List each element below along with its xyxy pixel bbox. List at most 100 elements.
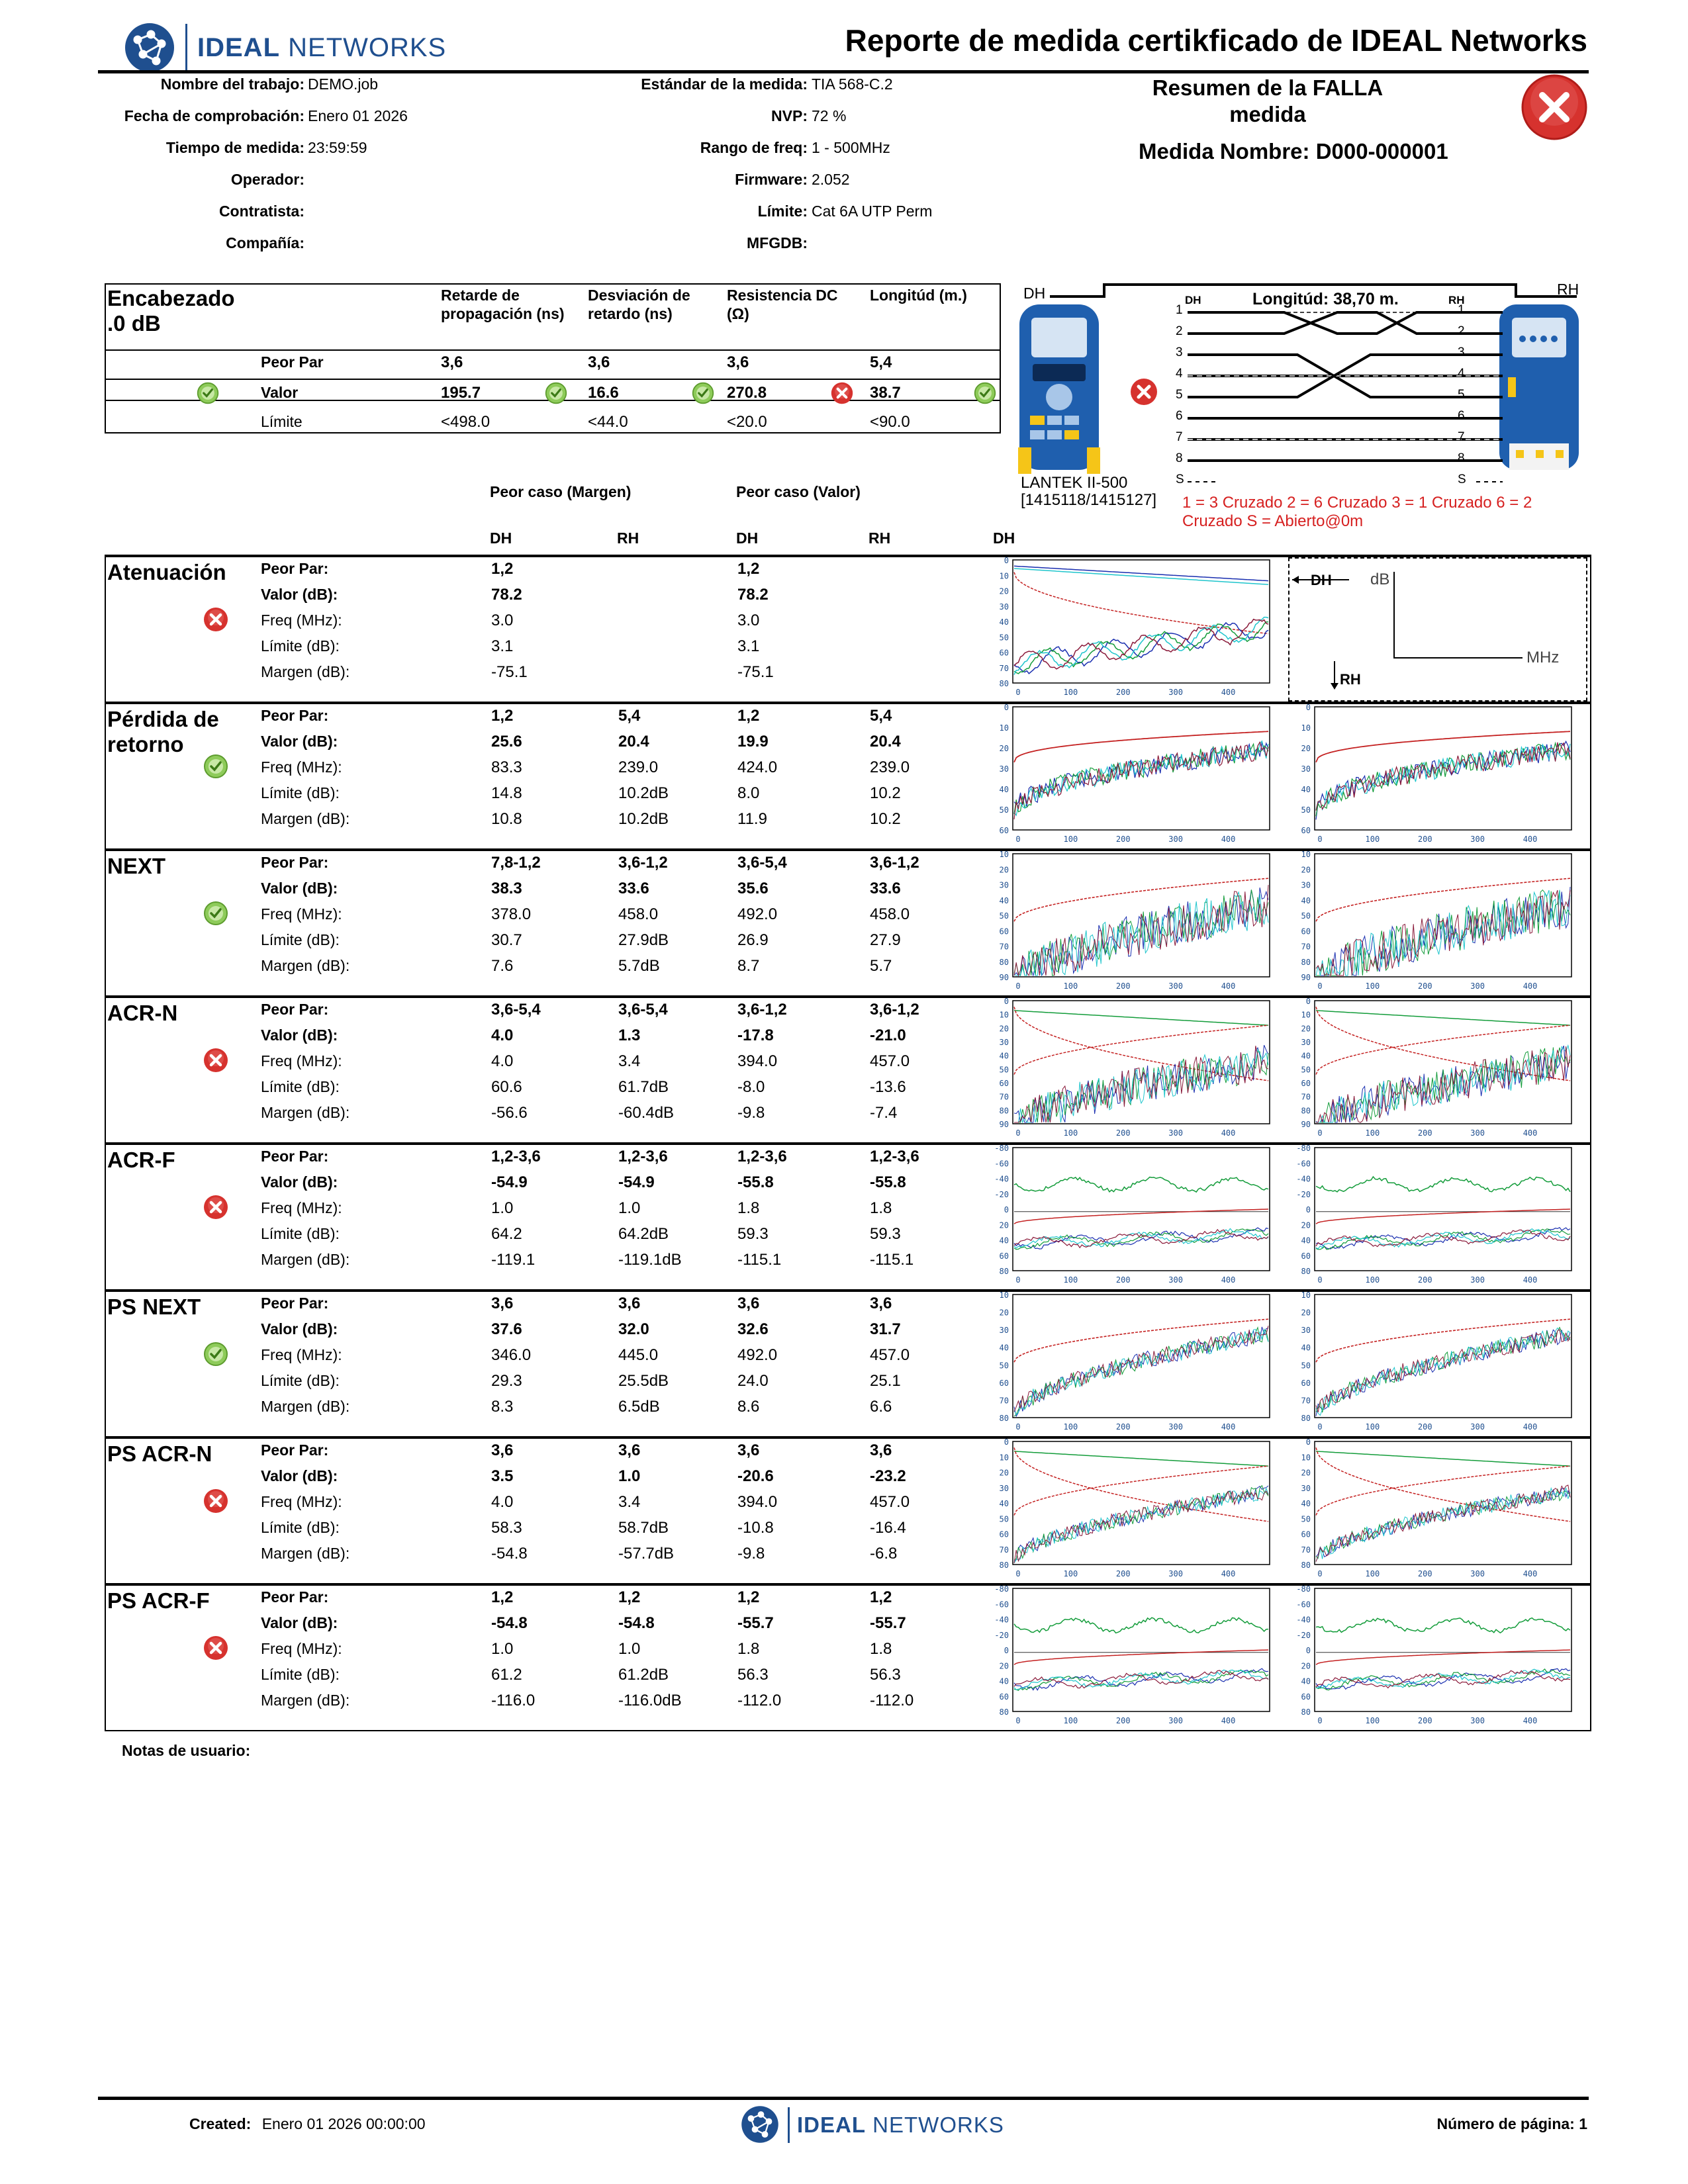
section-value[interactable]: -54.8 [491, 1614, 528, 1632]
header-field-value[interactable]: TIA 568-C.2 [812, 75, 893, 93]
section-value[interactable]: 492.0 [737, 1346, 778, 1364]
section-value[interactable]: 32.0 [618, 1320, 649, 1338]
section-value[interactable]: 1.8 [737, 1199, 760, 1217]
section-row-label[interactable]: Límite (dB): [261, 637, 340, 655]
section-value[interactable]: -112.0 [737, 1692, 782, 1709]
section-title[interactable]: PS ACR-N [107, 1441, 212, 1466]
wiremap-pin-rh[interactable]: 3 [1458, 345, 1465, 359]
section-value[interactable]: 239.0 [618, 758, 659, 776]
section-value[interactable]: 492.0 [737, 905, 778, 923]
section-row-label[interactable]: Freq (MHz): [261, 1199, 342, 1216]
section-value[interactable]: 26.9 [737, 931, 769, 949]
section-value[interactable]: 3,6-1,2 [870, 854, 919, 872]
header-field-label[interactable]: Contratista: [218, 203, 305, 220]
section-value[interactable]: 1,2 [491, 1588, 514, 1606]
section-row-label[interactable]: Peor Par: [261, 1588, 329, 1606]
section-value[interactable]: -115.1 [737, 1251, 782, 1269]
section-value[interactable]: 3,6-1,2 [618, 854, 668, 872]
section-row-label[interactable]: Peor Par: [261, 1441, 329, 1459]
section-row-label[interactable]: Peor Par: [261, 1001, 329, 1018]
section-value[interactable]: 59.3 [737, 1225, 769, 1243]
section-row-label[interactable]: Peor Par: [261, 854, 329, 871]
section-value[interactable]: 1.0 [618, 1640, 641, 1658]
header-field-label[interactable]: Estándar de la medida: [641, 75, 808, 93]
section-value[interactable]: 64.2 [491, 1225, 522, 1243]
section-value[interactable]: 56.3 [737, 1666, 769, 1684]
section-row-label[interactable]: Peor Par: [261, 1295, 329, 1312]
section-value[interactable]: 1,2-3,6 [491, 1148, 541, 1165]
section-value[interactable]: -55.7 [737, 1614, 774, 1632]
section-value[interactable]: 394.0 [737, 1052, 778, 1070]
section-value[interactable]: 1,2 [491, 560, 514, 578]
section-value[interactable]: -54.8 [491, 1545, 528, 1563]
section-value[interactable]: -54.9 [618, 1173, 655, 1191]
summary-row-label[interactable]: Límite [261, 413, 303, 430]
section-value[interactable]: 424.0 [737, 758, 778, 776]
section-value[interactable]: 3,6 [618, 1441, 641, 1459]
summary-cell[interactable]: 5,4 [870, 353, 892, 371]
section-row-label[interactable]: Freq (MHz): [261, 758, 342, 776]
section-value[interactable]: 61.7dB [618, 1078, 669, 1096]
wiremap-pin-dh[interactable]: 1 [1176, 303, 1183, 317]
section-value[interactable]: -9.8 [737, 1104, 765, 1122]
section-title[interactable]: ACR-N [107, 1001, 178, 1025]
section-ps-acr-n[interactable]: PS ACR-N Peor Par: 3,6 3,6 3,6 3,6 Valor (dB):… [105, 1436, 1591, 1584]
section-row-label[interactable]: Margen (dB): [261, 1251, 350, 1268]
section-value[interactable]: 58.7dB [618, 1519, 669, 1537]
section-row-label[interactable]: Valor (dB): [261, 1467, 338, 1484]
section-row-label[interactable]: Freq (MHz): [261, 1640, 342, 1657]
header-field-label[interactable]: Compañía: [226, 234, 305, 251]
section-value[interactable]: 5,4 [618, 707, 641, 725]
summary-cell[interactable]: 270.8 [727, 384, 767, 402]
section-value[interactable]: 1,2-3,6 [870, 1148, 919, 1165]
section-value[interactable]: 61.2 [491, 1666, 522, 1684]
section-title[interactable]: ACR-F [107, 1148, 175, 1172]
section-value[interactable]: 3,6 [870, 1441, 892, 1459]
section-value[interactable]: 31.7 [870, 1320, 901, 1338]
section-value[interactable]: 1.8 [870, 1199, 892, 1217]
section-atenuación[interactable]: Atenuación Peor Par: 1,2 1,2 Valor (dB): 78.2… [105, 555, 1591, 703]
section-value[interactable]: 239.0 [870, 758, 910, 776]
section-value[interactable]: -112.0 [870, 1692, 914, 1709]
section-ps-acr-f[interactable]: PS ACR-F Peor Par: 1,2 1,2 1,2 1,2 Valor (dB):… [105, 1583, 1591, 1731]
section-value[interactable]: 4.0 [491, 1493, 514, 1511]
section-value[interactable]: 11.9 [737, 810, 767, 828]
section-value[interactable]: -119.1 [491, 1251, 536, 1269]
section-value[interactable]: 10.2dB [618, 810, 669, 828]
summary-col-header[interactable]: Retarde de propagación (ns) [441, 287, 565, 322]
section-value[interactable]: 1,2 [737, 1588, 760, 1606]
section-row-label[interactable]: Freq (MHz): [261, 1346, 342, 1363]
section-acr-f[interactable]: ACR-F Peor Par: 1,2-3,6 1,2-3,6 1,2-3,6 1,2-3… [105, 1142, 1591, 1291]
section-value[interactable]: 61.2dB [618, 1666, 669, 1684]
section-title[interactable]: PS ACR-F [107, 1588, 210, 1613]
section-value[interactable]: 1.0 [618, 1199, 641, 1217]
section-value[interactable]: 457.0 [870, 1346, 910, 1364]
section-value[interactable]: -54.9 [491, 1173, 528, 1191]
section-value[interactable]: 1,2 [491, 707, 514, 725]
wiremap-pin-rh[interactable]: 1 [1458, 303, 1465, 317]
section-value[interactable]: 1,2 [618, 1588, 641, 1606]
section-value[interactable]: 3.4 [618, 1493, 641, 1511]
wiremap-pin-rh[interactable]: 4 [1458, 367, 1465, 381]
section-value[interactable]: -17.8 [737, 1026, 774, 1044]
section-value[interactable]: -56.6 [491, 1104, 528, 1122]
header-field-value[interactable]: 2.052 [812, 171, 850, 188]
section-row-label[interactable]: Valor (dB): [261, 1320, 338, 1338]
section-value[interactable]: -75.1 [737, 663, 774, 681]
section-row-label[interactable]: Freq (MHz): [261, 905, 342, 923]
section-acr-n[interactable]: ACR-N Peor Par: 3,6-5,4 3,6-5,4 3,6-1,2 3,6-1… [105, 995, 1591, 1144]
section-value[interactable]: 7,8-1,2 [491, 854, 541, 872]
section-value[interactable]: -55.8 [870, 1173, 906, 1191]
header-field-value[interactable]: 1 - 500MHz [812, 139, 890, 156]
section-value[interactable]: 8.0 [737, 784, 760, 802]
section-row-label[interactable]: Freq (MHz): [261, 1052, 342, 1069]
section-value[interactable]: 78.2 [737, 586, 769, 604]
section-value[interactable]: 346.0 [491, 1346, 532, 1364]
section-value[interactable]: 3,6 [870, 1295, 892, 1312]
section-value[interactable]: -60.4dB [618, 1104, 675, 1122]
section-value[interactable]: 3,6-5,4 [491, 1001, 541, 1019]
section-value[interactable]: 3,6 [618, 1295, 641, 1312]
header-field-label[interactable]: MFGDB: [747, 234, 808, 251]
section-value[interactable]: 3,6-1,2 [870, 1001, 919, 1019]
wiremap-pin-dh[interactable]: 3 [1176, 345, 1183, 359]
